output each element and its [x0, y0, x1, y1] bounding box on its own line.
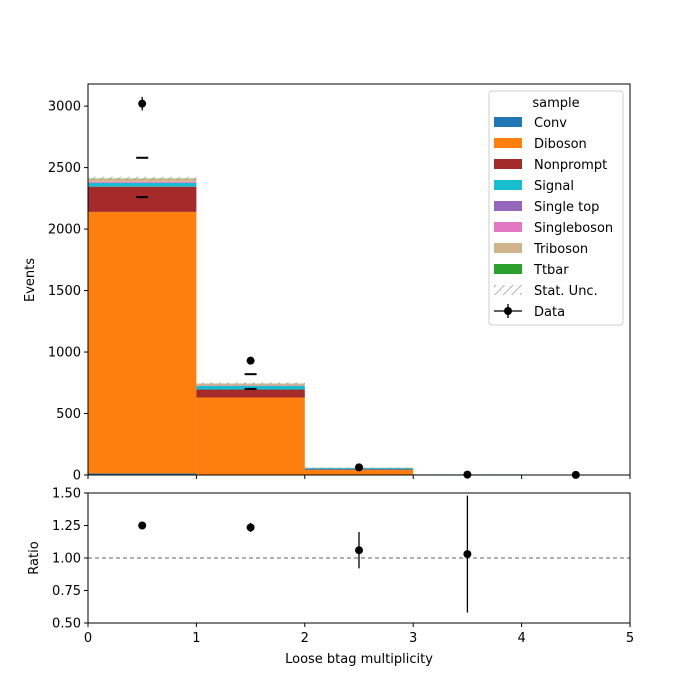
legend-swatch-stat-unc — [494, 285, 522, 295]
ratio-y-tick-label-3: 1.25 — [52, 519, 81, 534]
legend-title: sample — [532, 96, 579, 111]
main-y-axis-label: Events — [23, 258, 38, 302]
bar-diboson-bin-2 — [304, 470, 414, 475]
bar-signal-bin-0 — [88, 182, 197, 187]
ratio-y-ticks: 0.50 0.75 1.00 1.25 1.50 — [52, 487, 88, 632]
legend-label-conv: Conv — [534, 116, 567, 131]
main-y-tick-label-6: 3000 — [48, 100, 81, 115]
stat-unc-bin-0 — [88, 176, 197, 181]
legend-label-nonprompt: Nonprompt — [534, 158, 607, 173]
legend-data-marker — [504, 307, 512, 315]
ratio-point-2 — [355, 546, 363, 555]
stat-unc-bin-1 — [196, 382, 305, 385]
ratio-point-1 — [246, 523, 255, 532]
stack-bars — [88, 178, 630, 475]
ratio-panel: 0.50 0.75 1.00 1.25 1.50 0 1 2 3 4 5 Ratio Loose … — [27, 487, 634, 668]
x-tick-label-4: 4 — [517, 631, 525, 646]
x-tick-label-3: 3 — [409, 631, 417, 646]
legend-swatch-singleboson — [494, 222, 522, 232]
ratio-point-0 — [138, 521, 147, 530]
main-axes-frame — [87, 83, 631, 476]
main-x-ticks — [87, 475, 631, 479]
x-axis-label: Loose btag multiplicity — [285, 652, 433, 667]
legend-label-singleboson: Singleboson — [534, 221, 613, 236]
ratio-point-3 — [463, 550, 472, 559]
x-tick-label-1: 1 — [192, 631, 200, 646]
extra-markers — [136, 156, 257, 390]
legend-swatch-nonprompt — [494, 159, 522, 169]
ratio-y-tick-label-2: 1.00 — [52, 552, 81, 567]
bar-nonprompt-bin-1 — [196, 389, 305, 398]
legend-swatch-signal — [494, 180, 522, 190]
bar-conv-bin-0 — [88, 473, 197, 475]
legend: sample Conv Diboson Nonprompt Signal Single … — [488, 90, 624, 326]
legend-label-ttbar: Ttbar — [533, 263, 569, 278]
bar-nonprompt-bin-0 — [88, 186, 197, 212]
legend-label-single-top: Single top — [534, 200, 599, 215]
legend-items: Conv Diboson Nonprompt Signal Single top Sing… — [494, 116, 613, 320]
bar-diboson-bin-1 — [196, 397, 305, 475]
data-point-2 — [355, 463, 363, 472]
legend-swatch-triboson — [494, 243, 522, 253]
legend-label-signal: Signal — [534, 179, 574, 194]
legend-label-stat-unc: Stat. Unc. — [534, 284, 598, 299]
ratio-y-tick-label-1: 0.75 — [52, 584, 81, 599]
legend-box — [488, 90, 624, 326]
legend-swatch-single-top — [494, 201, 522, 211]
legend-swatch-ttbar — [494, 264, 522, 274]
bar-diboson-bin-0 — [88, 211, 197, 474]
legend-label-diboson: Diboson — [534, 137, 587, 152]
x-tick-label-0: 0 — [84, 631, 92, 646]
legend-swatch-conv — [494, 117, 522, 127]
ratio-x-ticks: 0 1 2 3 4 5 — [84, 623, 634, 646]
main-panel: 0 500 1000 1500 2000 2500 3000 Events — [23, 83, 631, 484]
ratio-y-tick-label-0: 0.50 — [52, 617, 81, 632]
legend-swatch-diboson — [494, 138, 522, 148]
main-y-ticks: 0 500 1000 1500 2000 2500 3000 — [48, 100, 88, 484]
data-point-1 — [246, 356, 255, 365]
legend-label-triboson: Triboson — [533, 242, 588, 257]
main-y-tick-label-2: 1000 — [48, 346, 81, 361]
data-point-0 — [138, 99, 147, 108]
ratio-points — [138, 495, 472, 613]
main-y-tick-label-3: 1500 — [48, 284, 81, 299]
main-y-tick-label-4: 2000 — [48, 223, 81, 238]
ratio-y-tick-label-4: 1.50 — [52, 487, 81, 502]
main-y-tick-label-0: 0 — [73, 469, 81, 484]
bar-signal-bin-1 — [196, 385, 305, 390]
bar-singleboson-bin-0 — [88, 181, 197, 183]
main-y-tick-label-5: 2500 — [48, 161, 81, 176]
legend-label-data: Data — [534, 305, 565, 320]
ratio-y-axis-label: Ratio — [27, 541, 42, 574]
x-tick-label-5: 5 — [626, 631, 634, 646]
main-y-tick-label-1: 500 — [56, 407, 81, 422]
x-tick-label-2: 2 — [301, 631, 309, 646]
